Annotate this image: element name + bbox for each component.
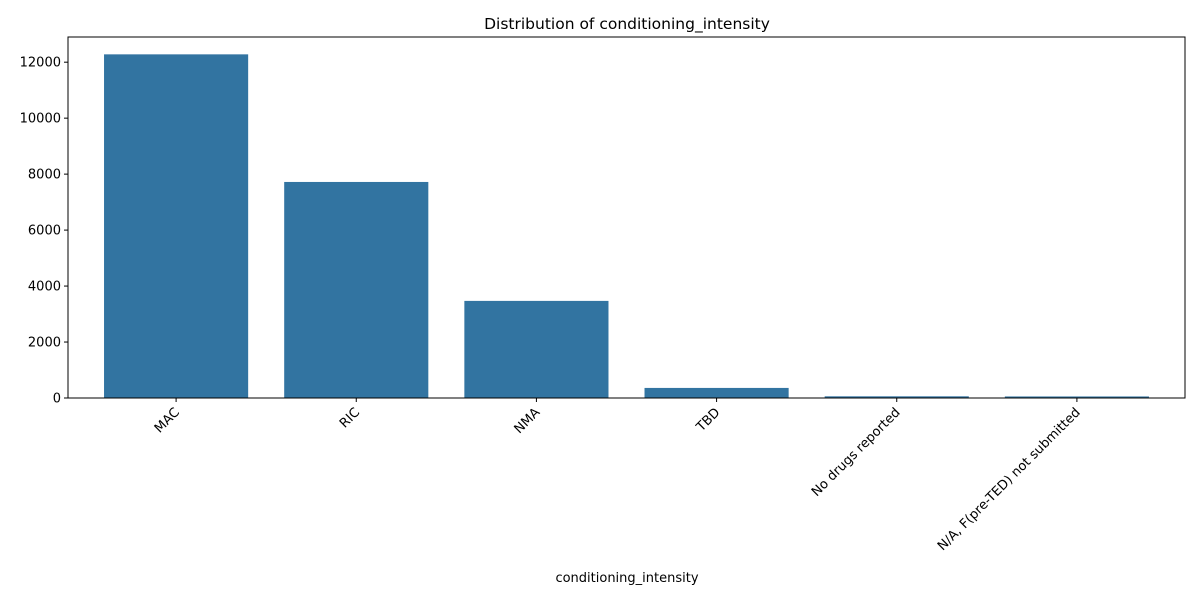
bars-group bbox=[104, 54, 1149, 398]
chart-title: Distribution of conditioning_intensity bbox=[484, 15, 770, 34]
y-tick-label-4: 8000 bbox=[28, 168, 61, 183]
y-axis: 0 2000 4000 6000 8000 10000 12000 bbox=[20, 56, 68, 407]
x-tick-label-0: MAC bbox=[152, 405, 183, 436]
bar-0 bbox=[104, 54, 249, 398]
y-tick-label-0: 0 bbox=[53, 392, 61, 407]
x-tick-label-1: RIC bbox=[337, 405, 363, 431]
y-tick-label-1: 2000 bbox=[28, 336, 61, 351]
x-tick-label-5: N/A, F(pre-TED) not submitted bbox=[935, 405, 1084, 554]
bar-4 bbox=[824, 396, 969, 398]
x-tick-label-2: NMA bbox=[512, 405, 544, 437]
y-tick-label-2: 4000 bbox=[28, 280, 61, 295]
bar-2 bbox=[464, 300, 609, 398]
bar-5 bbox=[1004, 396, 1149, 398]
bar-3 bbox=[644, 387, 789, 398]
y-tick-label-3: 6000 bbox=[28, 224, 61, 239]
x-axis-label: conditioning_intensity bbox=[555, 571, 698, 586]
y-tick-label-5: 10000 bbox=[20, 112, 61, 127]
x-tick-label-3: TBD bbox=[693, 405, 723, 435]
plot-frame bbox=[67, 36, 1186, 399]
bar-1 bbox=[284, 181, 429, 398]
x-axis: MAC RIC NMA TBD No drugs reported N/A, F(pre-… bbox=[152, 398, 1084, 554]
y-tick-label-6: 12000 bbox=[20, 56, 61, 71]
x-tick-label-4: No drugs reported bbox=[809, 405, 904, 500]
